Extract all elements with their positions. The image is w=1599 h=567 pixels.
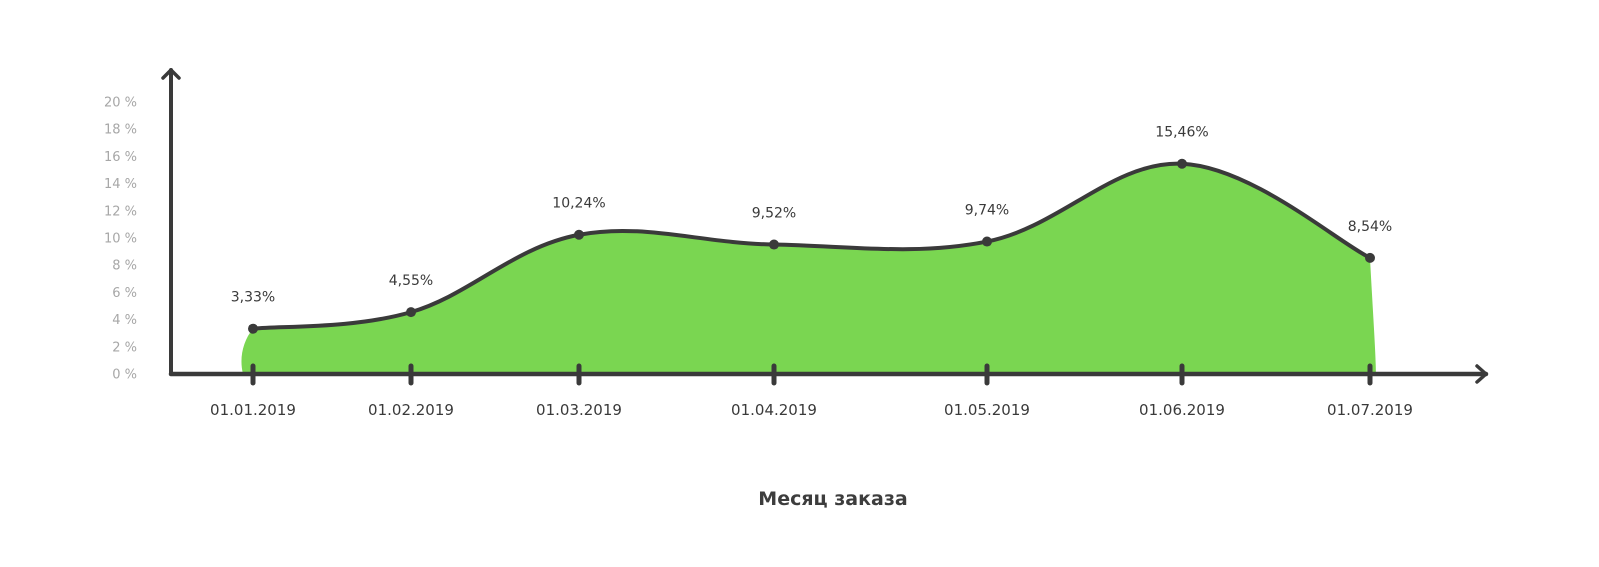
y-tick-label: 14 % xyxy=(104,177,137,192)
data-label: 8,54% xyxy=(1348,219,1392,235)
x-axis-title: Месяц заказа xyxy=(758,488,907,510)
area-layer xyxy=(241,161,1377,374)
y-tick-label: 20 % xyxy=(104,96,137,111)
data-point xyxy=(1365,252,1375,263)
data-point xyxy=(248,323,258,334)
data-point xyxy=(406,307,416,318)
data-label: 9,74% xyxy=(965,203,1009,219)
x-tick-label: 01.07.2019 xyxy=(1327,401,1413,419)
y-tick-label: 18 % xyxy=(104,123,137,138)
data-label: 10,24% xyxy=(552,196,605,212)
x-tick-label: 01.05.2019 xyxy=(944,401,1030,419)
data-point xyxy=(1177,158,1187,169)
y-tick-label: 6 % xyxy=(112,286,137,301)
x-tick-marks xyxy=(250,363,1373,386)
x-tick-label: 01.01.2019 xyxy=(210,401,296,419)
x-tick-label: 01.02.2019 xyxy=(368,401,454,419)
area-fill xyxy=(241,163,1377,374)
axes xyxy=(161,68,1489,384)
y-tick-label: 12 % xyxy=(104,204,137,219)
x-tick-labels: 01.01.2019 01.02.2019 01.03.2019 01.04.2019… xyxy=(210,401,1413,419)
data-point xyxy=(769,239,779,250)
y-tick-label: 10 % xyxy=(104,232,137,247)
y-tick-label: 0 % xyxy=(112,368,137,383)
data-point xyxy=(982,236,992,247)
y-tick-label: 16 % xyxy=(104,150,137,165)
data-points xyxy=(248,158,1375,334)
y-tick-labels: 0 % 2 % 4 % 6 % 8 % 10 % 12 % 14 % 16 % 18 % 20 % xyxy=(104,96,137,383)
y-tick-label: 2 % xyxy=(112,340,137,355)
y-axis-arrow xyxy=(161,68,181,80)
data-labels: 3,33% 4,55% 10,24% 9,52% 9,74% 15,46% 8,54% xyxy=(231,125,1392,306)
y-tick-label: 8 % xyxy=(112,259,137,274)
x-tick-label: 01.06.2019 xyxy=(1139,401,1225,419)
x-tick-label: 01.04.2019 xyxy=(731,401,817,419)
data-label: 15,46% xyxy=(1155,125,1208,141)
data-label: 3,33% xyxy=(231,290,275,306)
data-label: 4,55% xyxy=(389,273,433,289)
y-tick-label: 4 % xyxy=(112,313,137,328)
x-axis-arrow xyxy=(1475,364,1488,384)
data-label: 9,52% xyxy=(752,206,796,222)
x-tick-label: 01.03.2019 xyxy=(536,401,622,419)
data-point xyxy=(574,229,584,240)
